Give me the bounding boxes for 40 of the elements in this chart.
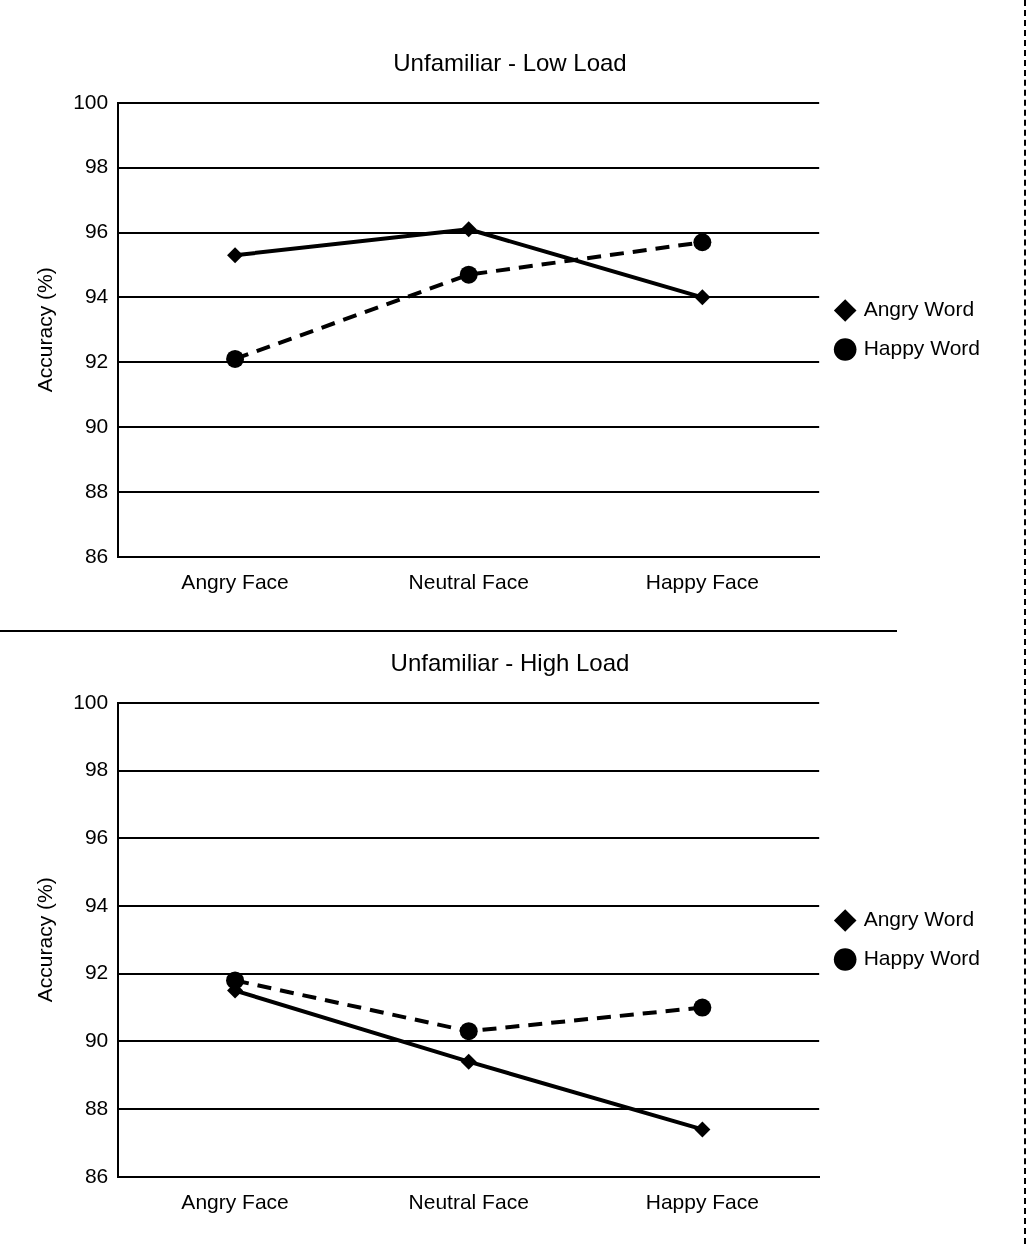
legend-label: Angry Word [863,907,975,931]
point [460,1053,477,1070]
y-axis-title: Accuracy (%) [33,877,57,1003]
x-tick-label: Happy Face [645,1190,759,1214]
x-tick-label: Neutral Face [408,570,529,594]
x-tick-label: Angry Face [181,570,289,594]
chart-title: Unfamiliar - High Load [390,649,630,677]
y-tick-label: 86 [84,543,109,567]
y-tick-label: 98 [84,154,109,178]
point [693,998,712,1017]
y-tick-label: 90 [84,1028,109,1052]
y-tick-label: 94 [84,892,109,916]
point [460,221,477,238]
y-tick-label: 94 [84,284,109,308]
legend-label: Happy Word [863,946,981,970]
y-tick-label: 86 [84,1163,109,1187]
x-tick-label: Happy Face [645,570,759,594]
y-tick-label: 100 [73,89,109,113]
x-tick-label: Angry Face [181,1190,289,1214]
y-axis-title: Accuracy (%) [33,267,57,393]
y-tick-label: 98 [84,757,109,781]
y-tick-label: 90 [84,413,109,437]
point [226,349,245,368]
y-tick-label: 92 [84,349,109,373]
point [694,1121,711,1138]
point [227,247,244,264]
y-tick-label: 88 [84,478,109,502]
y-tick-label: 100 [73,689,109,713]
point [693,233,712,252]
point [694,289,711,306]
legend-label: Angry Word [863,297,975,321]
legend-label: Happy Word [863,336,981,360]
y-tick-label: 96 [84,825,109,849]
y-tick-label: 88 [84,1095,109,1119]
point [459,265,478,284]
chart-title: Unfamiliar - Low Load [393,49,627,77]
y-tick-label: 96 [84,219,109,243]
x-tick-label: Neutral Face [408,1190,529,1214]
point [459,1022,478,1041]
y-tick-label: 92 [84,960,109,984]
